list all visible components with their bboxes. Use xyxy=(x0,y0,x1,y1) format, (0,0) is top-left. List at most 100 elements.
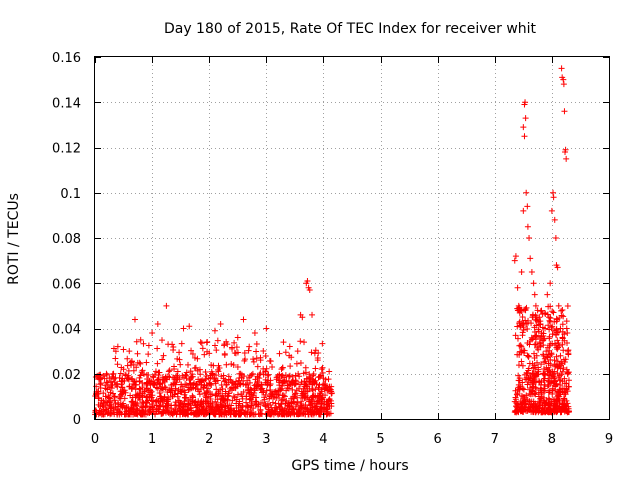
data-point xyxy=(137,336,144,343)
data-point xyxy=(225,392,232,399)
data-point xyxy=(131,316,138,323)
data-point xyxy=(102,393,109,400)
data-point xyxy=(511,257,518,264)
data-point xyxy=(531,374,538,381)
data-point xyxy=(546,401,553,408)
data-point xyxy=(544,354,551,361)
data-point xyxy=(183,394,190,401)
data-point xyxy=(169,341,176,348)
data-point xyxy=(541,399,548,406)
data-point xyxy=(96,376,103,383)
data-point xyxy=(110,375,117,382)
data-point xyxy=(551,357,558,364)
data-point xyxy=(154,377,161,384)
data-point xyxy=(524,223,531,230)
plot-frame xyxy=(94,56,610,420)
data-point xyxy=(561,108,568,115)
data-point xyxy=(531,328,538,335)
data-point xyxy=(523,392,530,399)
data-point xyxy=(564,302,571,309)
data-point xyxy=(105,395,112,402)
data-point xyxy=(551,398,558,405)
data-point xyxy=(111,393,118,400)
data-point xyxy=(159,337,166,344)
data-point xyxy=(554,329,561,336)
data-point xyxy=(211,327,218,334)
data-point xyxy=(292,372,299,379)
data-point xyxy=(223,361,230,368)
data-point xyxy=(174,368,181,375)
data-point xyxy=(294,348,301,355)
data-point xyxy=(203,389,210,396)
data-point xyxy=(516,348,523,355)
data-point xyxy=(197,339,204,346)
data-point xyxy=(314,357,321,364)
data-point xyxy=(522,317,529,324)
data-point xyxy=(107,398,114,405)
data-point xyxy=(239,403,246,410)
data-point xyxy=(522,115,529,122)
data-point xyxy=(146,406,153,413)
data-point xyxy=(545,303,552,310)
data-point xyxy=(177,361,184,368)
y-axis-title: ROTI / TECUs xyxy=(6,193,22,285)
data-point xyxy=(262,368,269,375)
data-point xyxy=(150,405,157,412)
data-point xyxy=(280,339,287,346)
data-point xyxy=(196,408,203,415)
data-point xyxy=(233,410,240,417)
data-point xyxy=(562,146,569,153)
data-point xyxy=(530,398,537,405)
data-point xyxy=(149,398,156,405)
data-point xyxy=(251,330,258,337)
y-tick-labels: 0 0.02 0.04 0.06 0.08 0.1 0.12 0.14 0.16 xyxy=(52,51,81,428)
data-point xyxy=(531,350,538,357)
data-point xyxy=(208,382,215,389)
data-point xyxy=(258,382,265,389)
data-point xyxy=(260,371,267,378)
data-point xyxy=(558,65,565,72)
data-point xyxy=(320,375,327,382)
data-point xyxy=(207,396,214,403)
data-point xyxy=(217,387,224,394)
data-point xyxy=(536,321,543,328)
data-point xyxy=(289,382,296,389)
data-point xyxy=(221,352,228,359)
data-point xyxy=(267,387,274,394)
data-point xyxy=(529,388,536,395)
data-point xyxy=(112,355,119,362)
data-point xyxy=(555,302,562,309)
data-point xyxy=(189,409,196,416)
data-point xyxy=(147,381,154,388)
data-point xyxy=(516,351,523,358)
data-point xyxy=(526,404,533,411)
data-point xyxy=(312,393,319,400)
data-point xyxy=(173,379,180,386)
data-point xyxy=(261,394,268,401)
data-point xyxy=(550,189,557,196)
data-point xyxy=(514,401,521,408)
data-point xyxy=(283,411,290,418)
data-point xyxy=(249,394,256,401)
data-point xyxy=(154,320,161,327)
data-point xyxy=(540,385,547,392)
data-point xyxy=(262,401,269,408)
data-point xyxy=(269,363,276,370)
data-point xyxy=(212,398,219,405)
data-point xyxy=(194,382,201,389)
data-point xyxy=(211,342,218,349)
data-point xyxy=(311,350,318,357)
data-point xyxy=(546,372,553,379)
data-point xyxy=(290,398,297,405)
data-point xyxy=(266,395,273,402)
data-point xyxy=(559,307,566,314)
data-point xyxy=(151,379,158,386)
data-point xyxy=(538,389,545,396)
data-point xyxy=(309,381,316,388)
data-point xyxy=(162,384,169,391)
data-point xyxy=(137,360,144,367)
data-point xyxy=(149,373,156,380)
data-point xyxy=(104,410,111,417)
data-point xyxy=(520,386,527,393)
data-point xyxy=(144,375,151,382)
